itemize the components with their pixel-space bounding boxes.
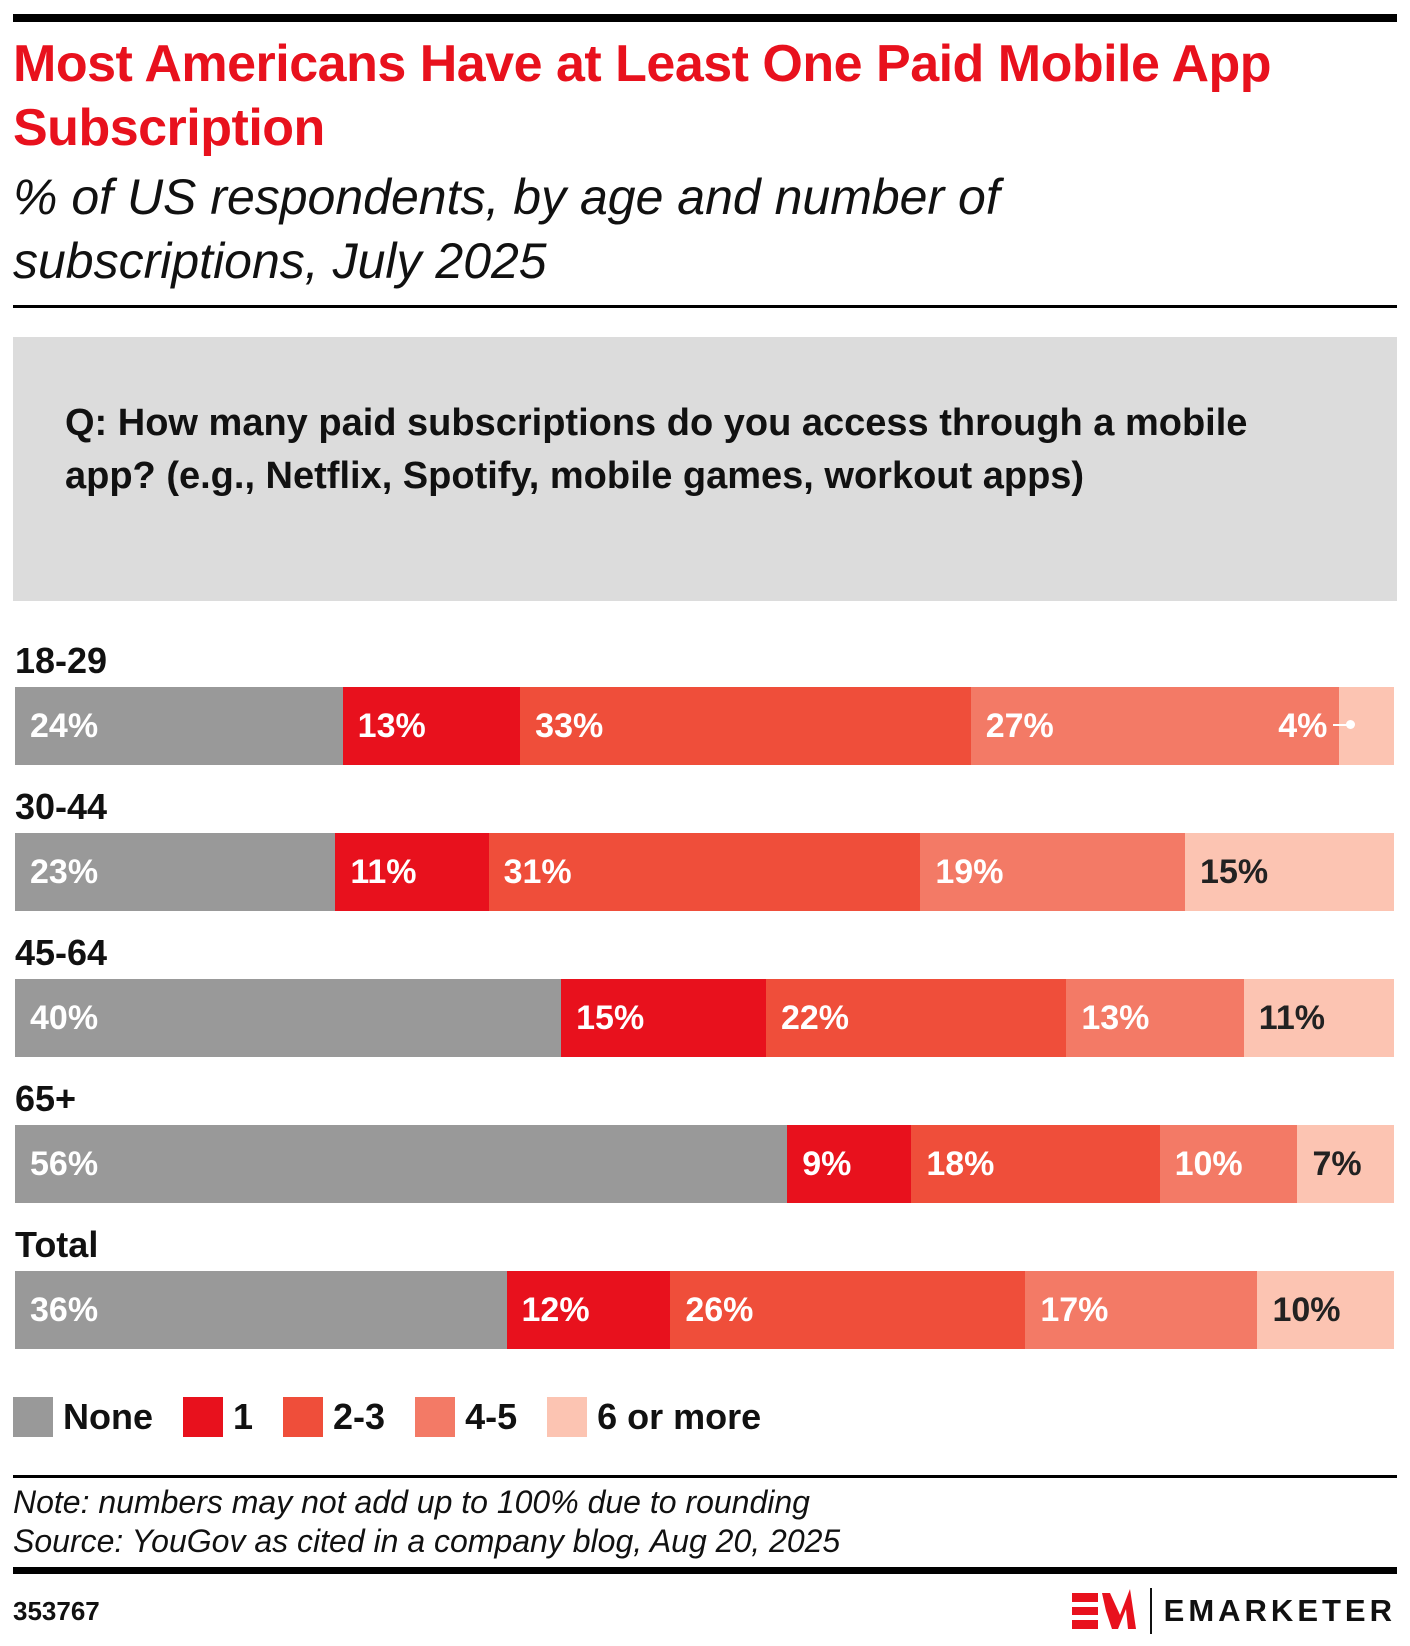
bar-segment [15,1271,507,1349]
row-label-30-44: 30-44 [15,786,108,827]
legend-swatch [13,1397,53,1437]
legend-swatch [415,1397,456,1437]
data-label: 17% [1040,1291,1109,1329]
bar-45-64: 40% 15% 22% 13% 11% [15,979,1394,1057]
header-rule [13,305,1397,308]
data-label: 10% [1174,1145,1243,1183]
bar-segment [561,979,766,1057]
data-label: 24% [30,707,99,745]
bottom-rule [13,1567,1397,1574]
data-label: 10% [1272,1291,1341,1329]
chart-title: Most Americans Have at Least One Paid Mo… [13,35,1272,157]
data-label: 19% [935,853,1004,891]
legend-swatch [283,1397,324,1437]
row-label-65+: 65+ [15,1078,77,1119]
top-rule [13,14,1397,22]
bar-segment [1297,1125,1394,1203]
question-text: Q: How many paid subscriptions do you ac… [65,402,1248,497]
bar-65+: 56% 9% 18% 10% 7% [15,1125,1394,1203]
bar-30-44: 23% 11% 31% 19% 15% [15,833,1394,911]
bar-segment [335,833,489,911]
bar-segment [506,1271,671,1349]
data-label: 15% [1200,853,1269,891]
data-label: 11% [1258,999,1325,1037]
bar-total: 36% 12% 26% 17% 10% [15,1271,1394,1349]
legend-label: 4-5 [465,1396,518,1437]
row-label-total: Total [15,1224,99,1265]
data-label: 12% [521,1291,590,1329]
em-logo-icon [1071,1589,1136,1629]
bar-segment [1257,1271,1394,1349]
legend-item: 2-3 [283,1396,385,1438]
bar-segment [1066,979,1244,1057]
source-text: Source: YouGov as cited in a company blo… [13,1523,841,1559]
question-box: Q: How many paid subscriptions do you ac… [13,337,1397,601]
data-label: 36% [30,1291,99,1329]
data-label: 23% [30,853,99,891]
legend-label: 2-3 [333,1396,386,1437]
bar-segment [765,979,1067,1057]
bar-segment [15,833,336,911]
bar-segment [970,687,1340,765]
data-label: 4% [1278,707,1328,745]
legend-label: 1 [233,1396,254,1437]
brand-name: EMARKETER [1163,1593,1396,1628]
legend-label: None [63,1396,153,1437]
bar-segment [520,687,971,765]
label-leader [1333,720,1356,729]
row-label-18-29: 18-29 [15,640,108,681]
bar-segment [920,833,1186,911]
bar-18-29: 24% 13% 33% 27% 4% [15,687,1394,765]
bar-segment [15,979,562,1057]
chart-id: 353767 [13,1596,100,1626]
data-label: 27% [985,707,1054,745]
legend-label: 6 or more [597,1396,762,1437]
data-label: 9% [802,1145,852,1183]
data-label: 31% [503,853,572,891]
legend-item: 4-5 [415,1396,517,1438]
bar-segment [1159,1125,1298,1203]
legend-swatch [547,1397,588,1437]
data-label: 26% [685,1291,754,1329]
chart-subtitle: % of US respondents, by age and number o… [13,169,1000,289]
bar-segment [1243,979,1394,1057]
data-label: 40% [30,999,99,1037]
data-label: 18% [926,1145,995,1183]
bar-segment [670,1271,1026,1349]
note-text: Note: numbers may not add up to 100% due… [13,1484,810,1520]
bar-segment [342,687,521,765]
legend: None 1 2-3 4-5 6 or more [13,1396,791,1438]
legend-swatch [183,1397,223,1437]
bar-segment [1025,1271,1258,1349]
bar-segment [15,1125,788,1203]
bar-segment [15,687,343,765]
bar-segment [1185,833,1394,911]
bar-segment [911,1125,1160,1203]
legend-item: 1 [183,1396,253,1438]
data-label: 15% [576,999,645,1037]
data-label: 7% [1312,1145,1362,1183]
data-label: 33% [535,707,604,745]
logo-divider [1149,1588,1152,1634]
bar-segment [787,1125,912,1203]
footer-rule [13,1475,1397,1478]
data-label: 13% [357,707,426,745]
data-label: 56% [30,1145,99,1183]
data-label: 11% [350,853,417,891]
legend-item: 6 or more [547,1396,761,1438]
data-label: 22% [780,999,849,1037]
legend-item: None [13,1396,153,1438]
bar-segment [488,833,921,911]
data-label: 13% [1081,999,1150,1037]
emarketer-logo: EMARKETER [1071,1588,1396,1634]
row-label-45-64: 45-64 [15,932,108,973]
